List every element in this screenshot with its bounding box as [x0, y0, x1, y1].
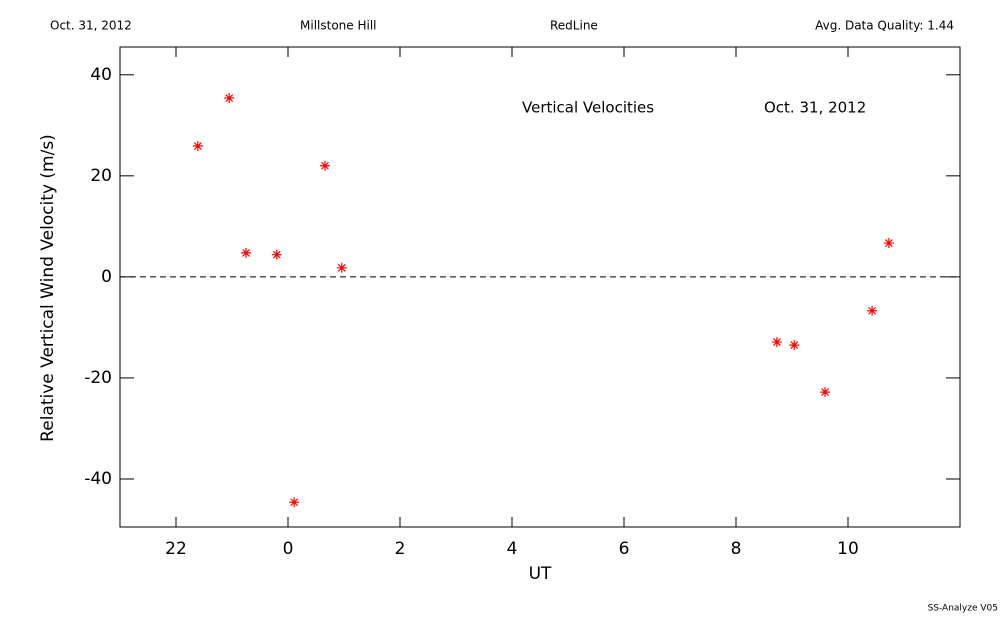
header-site: Millstone Hill — [300, 19, 376, 33]
y-tick-label: 0 — [101, 267, 112, 287]
point — [289, 497, 300, 508]
point — [883, 238, 894, 249]
point — [224, 93, 235, 104]
y-tick-label: -20 — [84, 368, 112, 388]
point — [319, 160, 330, 171]
point — [241, 247, 251, 258]
point — [867, 305, 878, 316]
header-filter: RedLine — [550, 19, 598, 33]
x-tick-label: 6 — [619, 539, 630, 559]
point — [789, 340, 800, 351]
x-tick-label: 0 — [283, 539, 294, 559]
x-tick-label: 22 — [165, 539, 187, 559]
point — [336, 262, 347, 273]
plot-frame — [119, 46, 961, 528]
point — [192, 141, 203, 152]
header-quality: Avg. Data Quality: 1.44 — [815, 19, 954, 33]
point — [771, 337, 782, 348]
footer: SS-Analyze V05 — [928, 604, 998, 614]
header-date: Oct. 31, 2012 — [50, 19, 132, 33]
point — [271, 249, 282, 260]
x-tick-label: 10 — [837, 539, 859, 559]
x-axis-label: UT — [529, 564, 552, 584]
x-tick-label: 4 — [507, 539, 518, 559]
y-tick-label: 20 — [90, 166, 112, 186]
chart-title: Vertical Velocities — [522, 99, 654, 117]
point — [820, 387, 831, 398]
y-tick-label: -40 — [84, 469, 112, 489]
y-tick-label: 40 — [90, 65, 112, 85]
x-tick-label: 2 — [395, 539, 406, 559]
annotation: Oct. 31, 2012 — [764, 99, 866, 117]
x-tick-label: 8 — [731, 539, 742, 559]
y-axis-label: Relative Vertical Wind Velocity (m/s) — [38, 134, 58, 442]
